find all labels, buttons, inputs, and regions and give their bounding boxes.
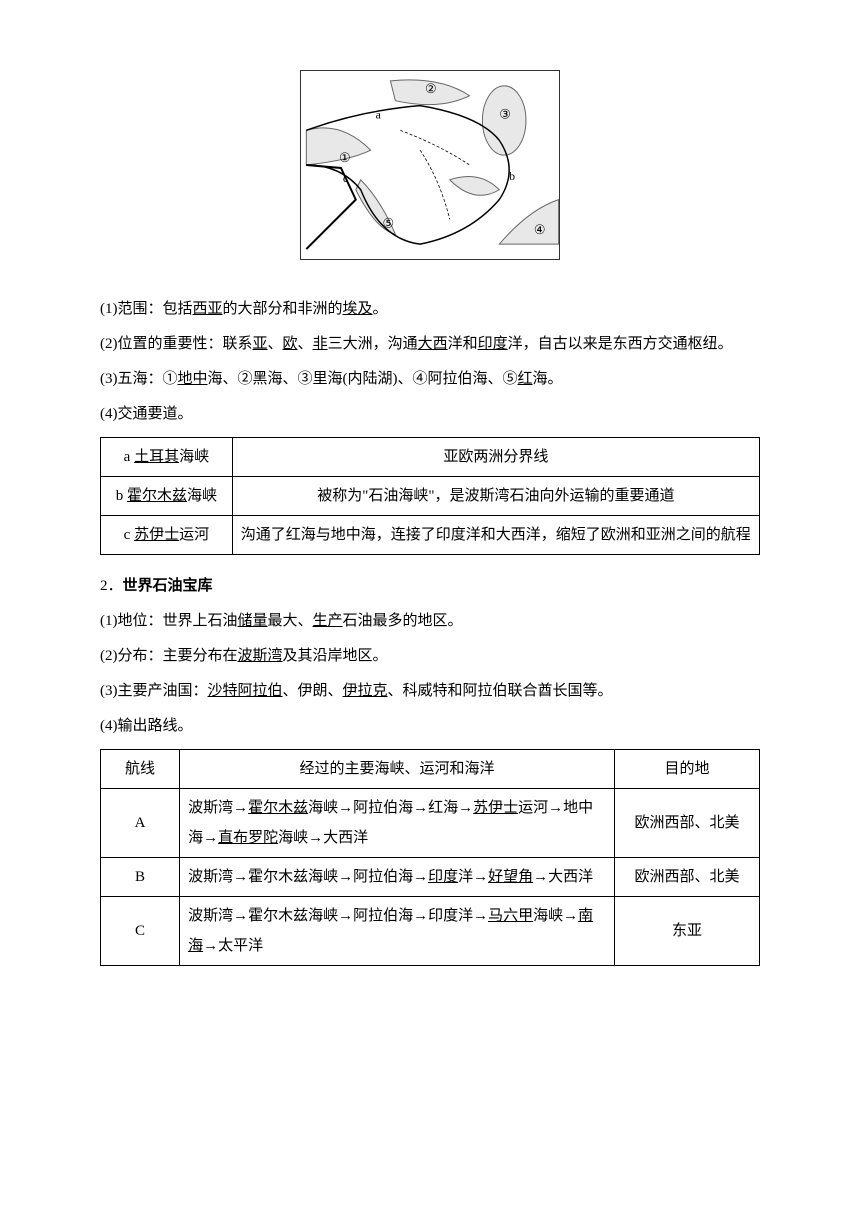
paragraph-scope: (1)范围：包括西亚的大部分和非洲的埃及。: [100, 293, 760, 326]
paragraph-location: (2)位置的重要性：联系亚、欧、非三大洲，沟通大西洋和印度洋，自古以来是东西方交…: [100, 328, 760, 361]
cell-a-desc: 亚欧两洲分界线: [232, 438, 759, 477]
map-label-3: ③: [499, 107, 511, 121]
cell-path-b: 波斯湾→霍尔木兹海峡→阿拉伯海→印度洋→好望角→大西洋: [180, 858, 615, 897]
cell-dest-a: 欧洲西部、北美: [615, 789, 760, 858]
cell-c-name: c 苏伊士运河: [101, 516, 233, 555]
paragraph-routes-title: (4)输出路线。: [100, 710, 760, 743]
cell-path-c: 波斯湾→霍尔木兹海峡→阿拉伯海→印度洋→马六甲海峡→南海→太平洋: [180, 897, 615, 966]
cell-b-desc: 被称为"石油海峡"，是波斯湾石油向外运输的重要通道: [232, 477, 759, 516]
cell-path-a: 波斯湾→霍尔木兹海峡→阿拉伯海→红海→苏伊士运河→地中海→直布罗陀海峡→大西洋: [180, 789, 615, 858]
table-header-row: 航线 经过的主要海峡、运河和海洋 目的地: [101, 750, 760, 789]
header-dest: 目的地: [615, 750, 760, 789]
paragraph-oil-countries: (3)主要产油国：沙特阿拉伯、伊朗、伊拉克、科威特和阿拉伯联合酋长国等。: [100, 675, 760, 708]
table-row: b 霍尔木兹海峡 被称为"石油海峡"，是波斯湾石油向外运输的重要通道: [101, 477, 760, 516]
cell-dest-c: 东亚: [615, 897, 760, 966]
routes-table: 航线 经过的主要海峡、运河和海洋 目的地 A 波斯湾→霍尔木兹海峡→阿拉伯海→红…: [100, 749, 760, 966]
cell-route-a: A: [101, 789, 180, 858]
cell-route-c: C: [101, 897, 180, 966]
map-label-4: ④: [534, 223, 546, 237]
cell-route-b: B: [101, 858, 180, 897]
map-figure: ① ② ③ ④ ⑤ a b c: [100, 70, 760, 273]
header-route: 航线: [101, 750, 180, 789]
cell-c-desc: 沟通了红海与地中海，连接了印度洋和大西洋，缩短了欧洲和亚洲之间的航程: [232, 516, 759, 555]
map-label-b: b: [509, 169, 515, 183]
paragraph-oil-distribution: (2)分布：主要分布在波斯湾及其沿岸地区。: [100, 640, 760, 673]
cell-b-name: b 霍尔木兹海峡: [101, 477, 233, 516]
cell-dest-b: 欧洲西部、北美: [615, 858, 760, 897]
table-row: B 波斯湾→霍尔木兹海峡→阿拉伯海→印度洋→好望角→大西洋 欧洲西部、北美: [101, 858, 760, 897]
header-path: 经过的主要海峡、运河和海洋: [180, 750, 615, 789]
cell-a-name: a 土耳其海峡: [101, 438, 233, 477]
map-label-5: ⑤: [383, 216, 395, 230]
map-label-a: a: [376, 107, 382, 121]
map-label-1: ①: [339, 151, 351, 165]
map-label-2: ②: [425, 82, 437, 96]
map-label-c: c: [343, 171, 348, 185]
table-row: C 波斯湾→霍尔木兹海峡→阿拉伯海→印度洋→马六甲海峡→南海→太平洋 东亚: [101, 897, 760, 966]
heading-oil: 2．世界石油宝库: [100, 569, 760, 603]
table-row: A 波斯湾→霍尔木兹海峡→阿拉伯海→红海→苏伊士运河→地中海→直布罗陀海峡→大西…: [101, 789, 760, 858]
passages-table: a 土耳其海峡 亚欧两洲分界线 b 霍尔木兹海峡 被称为"石油海峡"，是波斯湾石…: [100, 437, 760, 555]
paragraph-oil-status: (1)地位：世界上石油储量最大、生产石油最多的地区。: [100, 605, 760, 638]
table-row: a 土耳其海峡 亚欧两洲分界线: [101, 438, 760, 477]
middle-east-map: ① ② ③ ④ ⑤ a b c: [300, 70, 560, 260]
paragraph-seas: (3)五海：①地中海、②黑海、③里海(内陆湖)、④阿拉伯海、⑤红海。: [100, 363, 760, 396]
paragraph-passages-title: (4)交通要道。: [100, 398, 760, 431]
table-row: c 苏伊士运河 沟通了红海与地中海，连接了印度洋和大西洋，缩短了欧洲和亚洲之间的…: [101, 516, 760, 555]
